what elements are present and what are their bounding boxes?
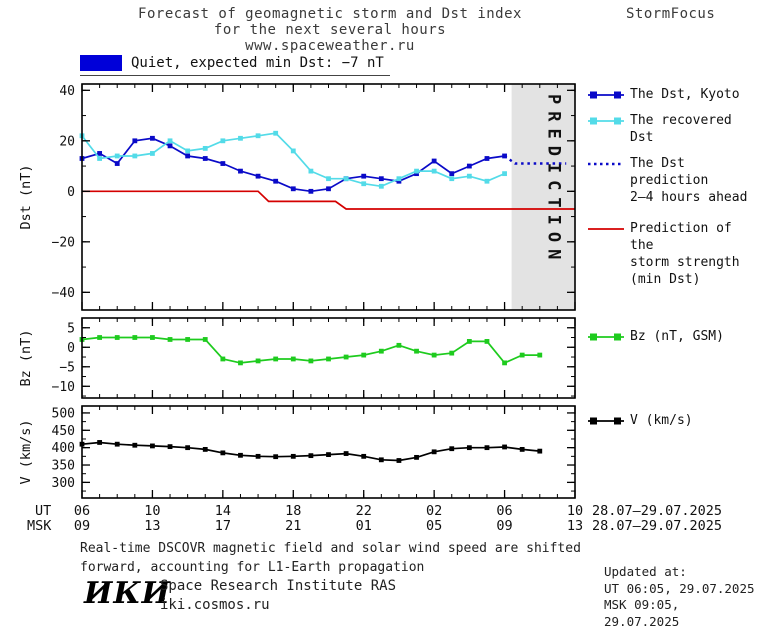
x-tick-ut: 02: [426, 503, 443, 519]
legend-label-dst-kyoto: The Dst, Kyoto: [630, 87, 740, 102]
x-tick-msk: 09: [73, 518, 91, 534]
x-tick-msk: 09: [496, 518, 513, 534]
legend-label-storm-prediction: Prediction of the storm strength (min Ds…: [630, 221, 740, 287]
dst-kyoto-swatch-icon: [588, 91, 624, 99]
x-tick-msk: 05: [426, 518, 443, 534]
legend-v-panel: V (km/s): [588, 412, 760, 429]
msk-date-range: 28.07–29.07.2025: [592, 518, 723, 534]
x-tick-ut: 14: [214, 503, 231, 519]
x-tick-ut: 18: [285, 503, 302, 519]
institute-name: Space Research Institute RAS: [160, 578, 397, 594]
svg-text:−20: −20: [52, 235, 75, 250]
x-tick-ut: 06: [73, 503, 91, 519]
updated-ut: UT 06:05, 29.07.2025: [604, 580, 755, 596]
status-color-swatch: [80, 55, 122, 71]
svg-text:PREDICTION: PREDICTION: [543, 94, 563, 266]
svg-text:0: 0: [67, 185, 75, 200]
svg-text:Bz (nT): Bz (nT): [18, 330, 34, 387]
ut-axis-label: UT: [35, 503, 52, 519]
status-text: Quiet, expected min Dst: −7 nT: [131, 55, 384, 71]
svg-text:−10: −10: [52, 380, 75, 395]
msk-axis-label: MSK: [27, 518, 52, 534]
svg-text:5: 5: [67, 321, 75, 336]
x-axis-ut-row: 06 10 14 18 22 02 06 10: [0, 503, 760, 519]
svg-text:350: 350: [52, 459, 75, 474]
chart-canvas: 40 20 0 −20 −40 Dst (nT) PREDICTION 5 0 −5 −10 Bz (…: [18, 83, 576, 499]
x-tick-msk: 13: [566, 518, 584, 534]
x-tick-msk: 17: [214, 518, 231, 534]
bz-swatch-icon: [588, 333, 624, 341]
updated-msk: MSK 09:05, 29.07.2025: [604, 597, 680, 629]
institute-site: iki.cosmos.ru: [160, 597, 270, 613]
svg-text:−5: −5: [59, 360, 75, 375]
v-swatch-icon: [588, 417, 624, 425]
legend-item-dst-prediction: The Dst prediction 2–4 hours ahead: [588, 155, 760, 206]
title-line-2: for the next several hours: [213, 22, 447, 38]
x-tick-msk: 21: [285, 518, 302, 534]
title-line-1: Forecast of geomagnetic storm and Dst in…: [138, 6, 522, 22]
footnote-line-1: Real-time DSCOVR magnetic field and sola…: [80, 541, 581, 556]
x-tick-ut: 06: [496, 503, 513, 519]
svg-text:450: 450: [52, 424, 75, 439]
svg-text:−40: −40: [52, 286, 75, 301]
page-title: Forecast of geomagnetic storm and Dst in…: [0, 6, 660, 54]
legend-bz-panel: Bz (nT, GSM): [588, 328, 760, 345]
iki-logo: ИКИ: [84, 576, 171, 611]
updated-block: Updated at: UT 06:05, 29.07.2025 MSK 09:…: [604, 564, 760, 630]
recovered-dst-swatch-icon: [588, 117, 624, 125]
legend-item-recovered-dst: The recovered Dst: [588, 112, 760, 146]
status-banner: Quiet, expected min Dst: −7 nT: [80, 55, 390, 76]
legend-item-bz: Bz (nT, GSM): [588, 328, 760, 345]
svg-text:500: 500: [52, 406, 75, 421]
x-tick-ut: 22: [355, 503, 372, 519]
x-tick-ut: 10: [144, 503, 161, 519]
svg-text:0: 0: [67, 341, 75, 356]
legend-label-recovered-dst: The recovered Dst: [630, 113, 732, 145]
svg-text:400: 400: [52, 441, 75, 456]
svg-text:300: 300: [52, 476, 75, 491]
legend-item-v: V (km/s): [588, 412, 760, 429]
brand-stormfocus: StormFocus: [626, 6, 716, 22]
svg-text:40: 40: [59, 84, 75, 99]
x-axis-msk-row: 09 13 17 21 01 05 09 13: [0, 518, 760, 534]
x-tick-ut: 10: [566, 503, 584, 519]
dst-prediction-swatch-icon: [588, 162, 624, 166]
footnote-line-2: forward, accounting for L1-Earth propaga…: [80, 560, 425, 575]
svg-text:Dst (nT): Dst (nT): [18, 164, 34, 229]
legend-label-dst-prediction: The Dst prediction 2–4 hours ahead: [630, 156, 748, 205]
title-url: www.spaceweather.ru: [245, 38, 415, 54]
storm-prediction-swatch-icon: [588, 228, 624, 230]
footnote: Real-time DSCOVR magnetic field and sola…: [80, 539, 581, 577]
legend-label-v: V (km/s): [630, 413, 693, 428]
x-tick-msk: 01: [355, 518, 372, 534]
legend-dst-panel: The Dst, Kyoto The recovered Dst The Dst…: [588, 86, 760, 288]
svg-text:V (km/s): V (km/s): [18, 419, 34, 484]
legend-label-bz: Bz (nT, GSM): [630, 329, 724, 344]
legend-item-dst-kyoto: The Dst, Kyoto: [588, 86, 760, 103]
svg-text:20: 20: [59, 134, 75, 149]
legend-item-storm-prediction: Prediction of the storm strength (min Ds…: [588, 220, 760, 288]
updated-label: Updated at:: [604, 564, 687, 579]
ut-date-range: 28.07–29.07.2025: [592, 503, 723, 519]
x-tick-msk: 13: [144, 518, 161, 534]
